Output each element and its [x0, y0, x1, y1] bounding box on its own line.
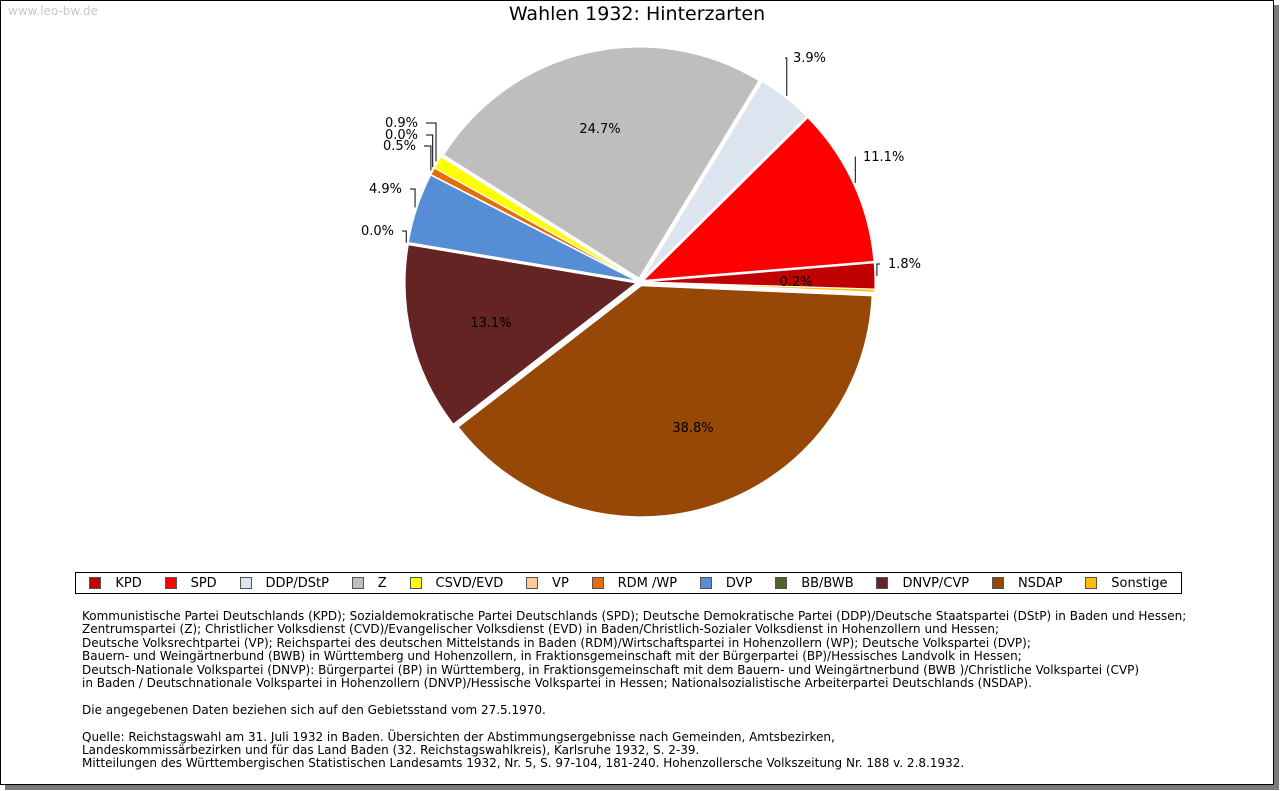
data-label: 0.5% — [383, 139, 416, 154]
pie-slice — [442, 46, 760, 279]
legend-swatch — [526, 577, 539, 589]
chart-title: Wahlen 1932: Hinterzarten — [508, 3, 766, 25]
legend-swatch — [775, 577, 788, 589]
legend-swatch — [991, 577, 1004, 589]
party-definition-line: Kommunistische Partei Deutschlands (KPD)… — [82, 609, 1187, 623]
label-leader-line — [424, 145, 432, 171]
legend-label: NSDAP — [1017, 575, 1063, 591]
data-label: 1.8% — [888, 257, 921, 272]
data-label: 11.1% — [863, 150, 904, 165]
legend-swatch — [351, 577, 364, 589]
source-note: Quelle: Reichstagswahl am 31. Juli 1932 … — [82, 729, 1232, 771]
party-definition-line: Deutsche Volksrechtpartei (VP); Reichspa… — [82, 635, 1031, 650]
data-label: 4.9% — [369, 182, 402, 197]
label-leader-line — [426, 134, 434, 168]
party-definition-line: in Baden / Deutschnationale Volkspartei … — [82, 676, 1032, 691]
pie-slice — [642, 80, 808, 280]
data-label: 0.9% — [385, 116, 418, 131]
data-label: 0.0% — [361, 224, 394, 239]
label-leader-line — [426, 122, 437, 162]
source-line: Mitteilungen des Württembergischen Stati… — [82, 756, 965, 771]
legend-item: CSVD/EVD — [409, 575, 504, 591]
data-label: 38.8% — [672, 421, 713, 436]
legend-item: DVP — [699, 575, 753, 591]
legend-label: DVP — [725, 575, 753, 591]
legend-item: DNVP/CVP — [876, 576, 969, 591]
legend-item: BB/BWB — [775, 575, 854, 591]
label-leader-line — [410, 188, 416, 208]
legend-item: KPD — [89, 575, 142, 591]
pie-slice — [430, 167, 637, 281]
legend-item: SPD — [164, 575, 217, 591]
legend-label: DNVP/CVP — [902, 575, 970, 591]
territory-note: Die angegebenen Daten beziehen sich auf … — [82, 702, 546, 717]
legend-swatch — [164, 577, 177, 589]
legend-label: Sonstige — [1111, 575, 1168, 591]
legend-swatch — [239, 577, 252, 589]
pie-slice — [642, 117, 875, 281]
legend-item: Sonstige — [1085, 576, 1167, 591]
pie-slice — [407, 174, 637, 282]
legend-swatch — [876, 577, 889, 589]
legend-label: Z — [377, 575, 387, 591]
data-label: 3.9% — [793, 51, 826, 66]
legend-label: RDM /WP — [617, 575, 678, 591]
legend-swatch — [1085, 577, 1098, 589]
label-leader-line — [876, 263, 880, 276]
legend-swatch — [89, 577, 102, 589]
legend-swatch — [591, 577, 604, 589]
party-definition-line: Deutsch-Nationale Volkspartei (DNVP): Bü… — [82, 662, 1140, 677]
data-label: 0.0% — [385, 128, 418, 143]
legend-label: SPD — [190, 575, 217, 591]
legend-item: NSDAP — [991, 575, 1063, 591]
data-label: 13.1% — [470, 316, 511, 331]
notes-block: Kommunistische Partei Deutschlands (KPD)… — [82, 609, 1232, 771]
legend-item: VP — [526, 576, 569, 591]
data-label: 0.2% — [779, 275, 812, 290]
watermark: www.leo-bw.de — [8, 4, 98, 18]
pie-slice — [404, 244, 638, 425]
party-definition-line: Zentrumspartei (Z); Christlicher Volksdi… — [82, 622, 1000, 637]
label-leader-line — [402, 230, 407, 243]
source-line: Quelle: Reichstagswahl am 31. Juli 1932 … — [82, 729, 835, 744]
legend-item: Z — [351, 575, 387, 591]
party-definition-line: Bauern- und Weingärtnerbund (BWB) in Wür… — [82, 649, 1022, 664]
legend-swatch — [409, 577, 422, 589]
source-line: Landeskommissärbezirken und für das Land… — [82, 743, 700, 758]
pie-slice — [643, 281, 876, 293]
legend-item: RDM /WP — [591, 575, 678, 591]
legend-label: KPD — [115, 575, 142, 591]
data-label: 24.7% — [579, 122, 620, 137]
legend: KPD SPD DDP/DStP Z CSVD/EVD VP RDM /WP DVP BB/BW… — [75, 572, 1182, 594]
legend-swatch — [699, 577, 712, 589]
legend-item: DDP/DStP — [239, 575, 329, 591]
legend-label: VP — [552, 575, 569, 591]
label-leader-line — [785, 57, 788, 96]
pie-slice — [457, 285, 873, 518]
legend-label: BB/BWB — [801, 575, 854, 591]
party-definitions: Kommunistische Partei Deutschlands (KPD)… — [82, 609, 1232, 691]
legend-label: DDP/DStP — [265, 575, 329, 591]
legend-label: CSVD/EVD — [435, 575, 504, 591]
